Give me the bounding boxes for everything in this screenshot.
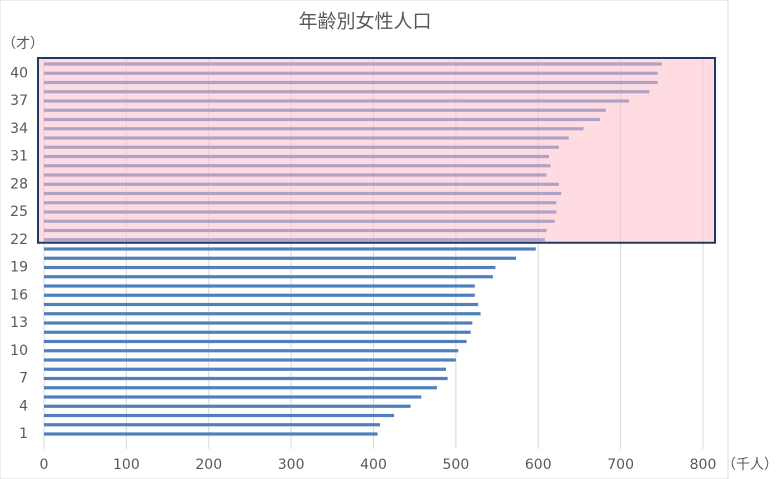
- y-tick-label: 4: [19, 398, 28, 414]
- x-tick-label: 700: [607, 457, 634, 473]
- x-tick-label: 0: [40, 457, 49, 473]
- x-axis-label: （千人）: [722, 457, 777, 473]
- bar: [44, 423, 381, 427]
- chart-title: 年齢別女性人口: [298, 11, 431, 33]
- y-tick-label: 40: [10, 65, 28, 81]
- bar: [44, 293, 475, 297]
- bar: [44, 302, 479, 307]
- bar: [44, 432, 378, 436]
- bar: [44, 256, 517, 260]
- y-tick-label: 13: [10, 315, 28, 331]
- x-tick-label: 800: [690, 457, 717, 473]
- y-tick-label: 19: [10, 260, 28, 276]
- bar: [44, 358, 456, 362]
- y-tick-label: 37: [10, 93, 28, 109]
- bar: [44, 367, 446, 371]
- x-tick-label: 100: [113, 457, 140, 473]
- bar: [44, 386, 437, 390]
- y-tick-label: 7: [19, 371, 28, 387]
- bar: [44, 413, 395, 418]
- y-tick-label: 1: [19, 426, 28, 442]
- bar: [44, 339, 467, 344]
- y-tick-label: 28: [10, 176, 28, 192]
- x-tick-label: 600: [525, 457, 552, 473]
- y-axis-label: （才）: [2, 36, 44, 52]
- x-tick-label: 300: [278, 457, 305, 473]
- y-tick-label: 10: [10, 343, 28, 359]
- bar: [44, 247, 536, 251]
- x-tick-label: 400: [360, 457, 387, 473]
- y-tick-label: 25: [10, 204, 28, 220]
- y-tick-label: 34: [10, 121, 28, 137]
- bar: [44, 330, 471, 334]
- bar: [44, 312, 481, 316]
- bar: [44, 349, 459, 353]
- bar: [44, 265, 496, 270]
- bar: [44, 404, 411, 408]
- bar: [44, 321, 473, 325]
- bar: [44, 275, 493, 279]
- bar: [44, 395, 422, 399]
- y-tick-label: 16: [10, 287, 28, 303]
- y-tick-label: 22: [10, 232, 28, 248]
- x-tick-label: 500: [443, 457, 470, 473]
- bar: [44, 376, 448, 381]
- highlight-region: [37, 57, 716, 244]
- bar: [44, 284, 475, 288]
- x-tick-label: 200: [195, 457, 222, 473]
- y-tick-label: 31: [10, 149, 28, 165]
